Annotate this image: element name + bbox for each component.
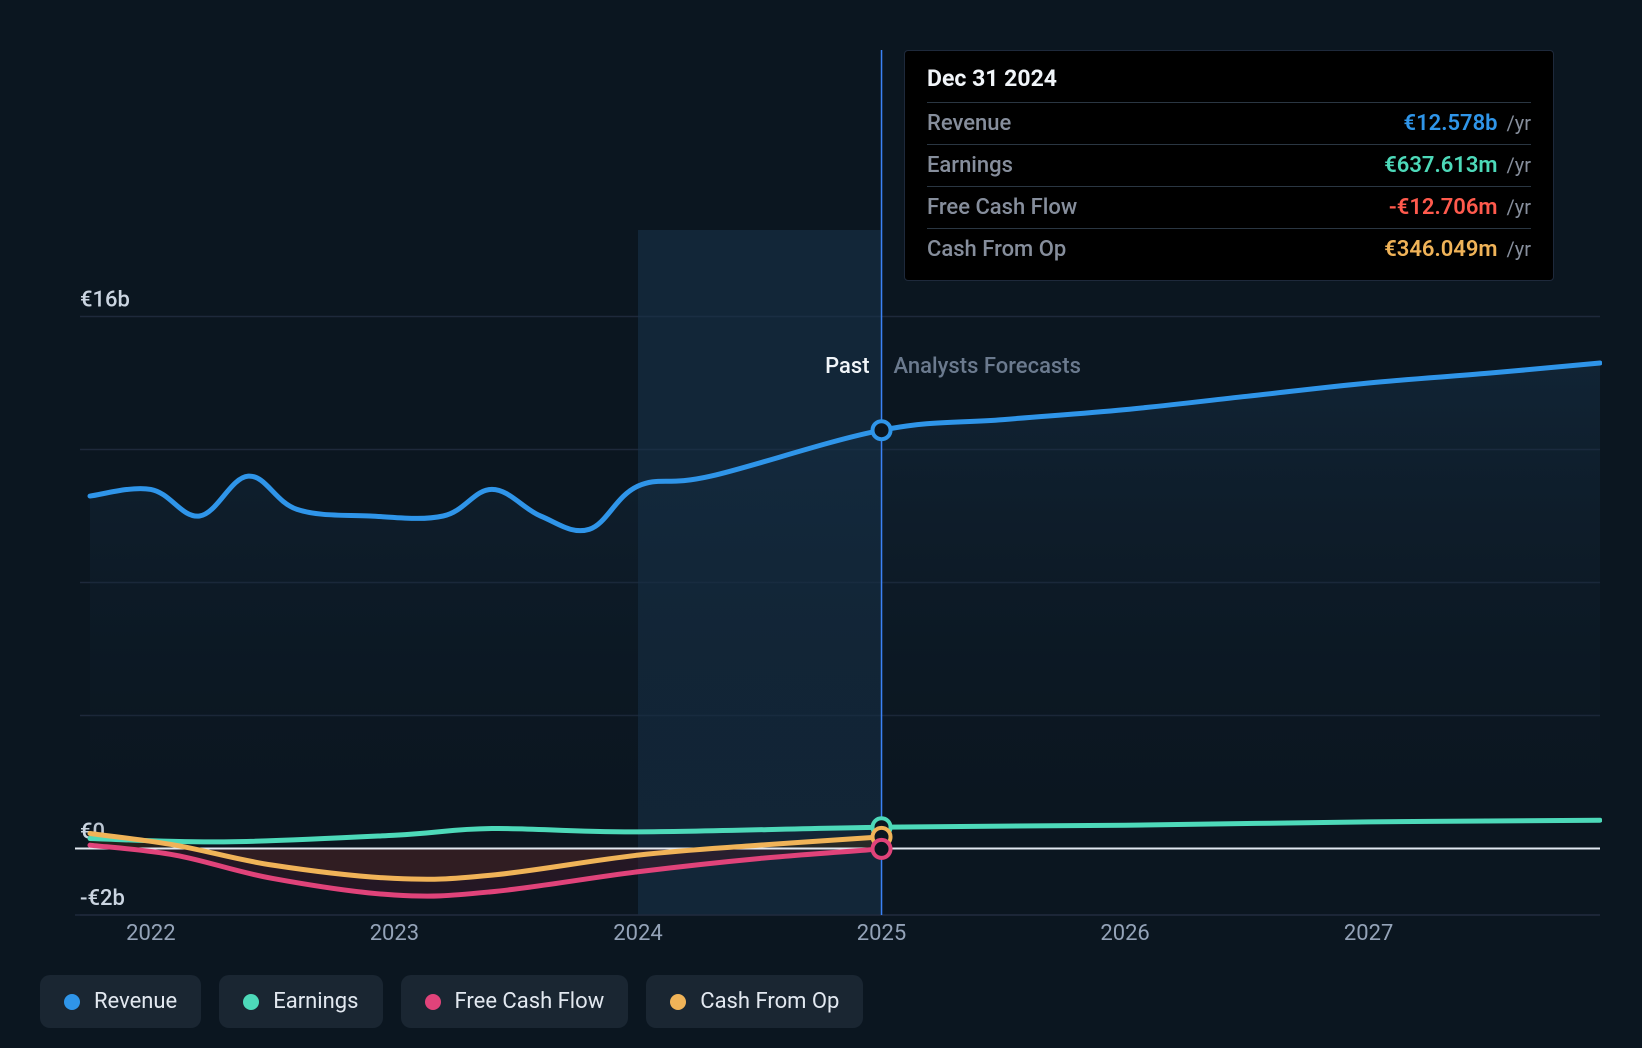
x-axis-label: 2024 [613, 921, 662, 940]
tooltip-metric-value: €637.613m /yr [1384, 153, 1531, 178]
financials-chart[interactable]: €16b€0-€2bPastAnalysts Forecasts20222023… [40, 20, 1602, 1028]
legend-dot-icon [670, 994, 686, 1010]
chart-tooltip: Dec 31 2024 Revenue €12.578b /yr Earnings €… [904, 50, 1554, 281]
tooltip-row: Revenue €12.578b /yr [927, 103, 1531, 145]
tooltip-metric-label: Free Cash Flow [927, 195, 1077, 220]
tooltip-metric-label: Revenue [927, 111, 1011, 136]
chart-legend: Revenue Earnings Free Cash Flow Cash From O… [40, 975, 863, 1028]
legend-label: Free Cash Flow [455, 989, 605, 1014]
tooltip-metric-value: €12.578b /yr [1404, 111, 1532, 136]
x-axis-label: 2026 [1100, 921, 1149, 940]
past-label: Past [825, 354, 869, 379]
x-axis-label: 2025 [857, 921, 906, 940]
tooltip-metric-value: -€12.706m /yr [1389, 195, 1531, 220]
tooltip-metric-label: Earnings [927, 153, 1013, 178]
legend-label: Cash From Op [700, 989, 839, 1014]
legend-label: Earnings [273, 989, 358, 1014]
y-axis-label: €16b [80, 288, 130, 313]
tooltip-metric-value: €346.049m /yr [1384, 237, 1531, 262]
tooltip-row: Cash From Op €346.049m /yr [927, 229, 1531, 270]
tooltip-metric-label: Cash From Op [927, 237, 1066, 262]
x-axis-label: 2023 [370, 921, 419, 940]
x-axis-label: 2022 [126, 921, 175, 940]
legend-label: Revenue [94, 989, 177, 1014]
x-axis-label: 2027 [1344, 921, 1393, 940]
free_cash_flow-marker [873, 840, 891, 858]
legend-dot-icon [64, 994, 80, 1010]
legend-item-earnings[interactable]: Earnings [219, 975, 382, 1028]
legend-item-revenue[interactable]: Revenue [40, 975, 201, 1028]
legend-item-cash_from_op[interactable]: Cash From Op [646, 975, 863, 1028]
y-axis-label: -€2b [80, 886, 125, 911]
tooltip-date: Dec 31 2024 [927, 65, 1531, 103]
tooltip-row: Earnings €637.613m /yr [927, 145, 1531, 187]
revenue-marker [873, 421, 891, 439]
tooltip-row: Free Cash Flow -€12.706m /yr [927, 187, 1531, 229]
forecast-label: Analysts Forecasts [894, 354, 1081, 379]
legend-item-free_cash_flow[interactable]: Free Cash Flow [401, 975, 629, 1028]
legend-dot-icon [243, 994, 259, 1010]
legend-dot-icon [425, 994, 441, 1010]
